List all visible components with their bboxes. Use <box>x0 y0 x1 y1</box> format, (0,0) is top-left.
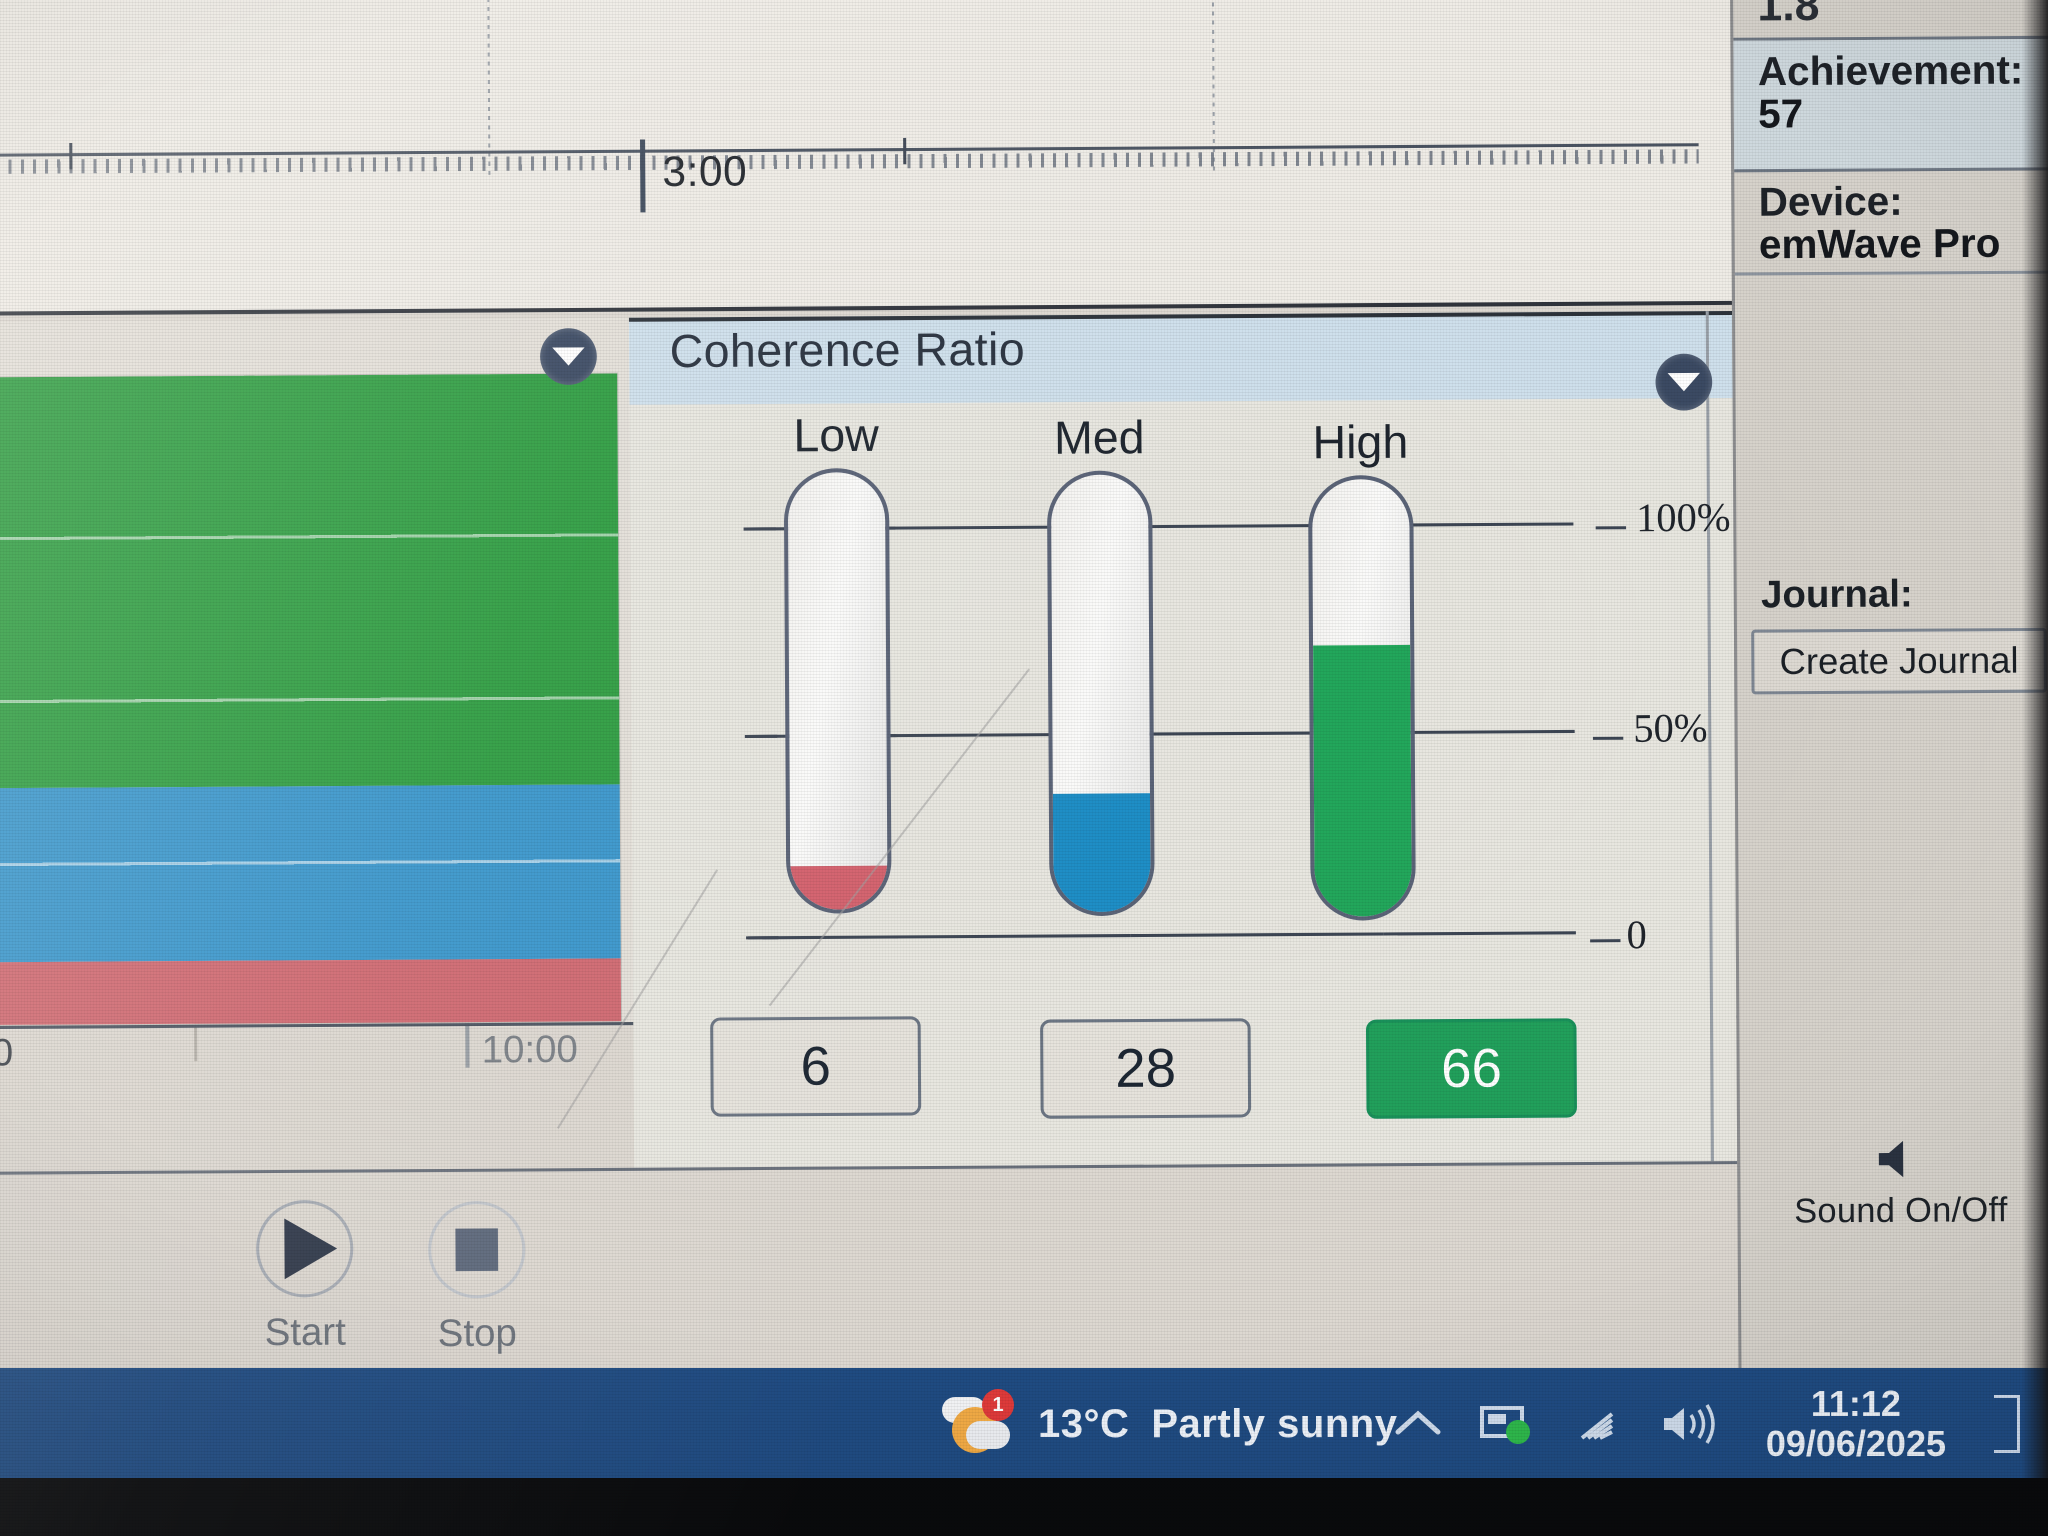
device-value: emWave Pro <box>1758 221 2001 268</box>
taskbar-clock[interactable]: 11:12 09/06/2025 <box>1765 1382 1946 1465</box>
gauge-fill-high <box>1313 645 1412 917</box>
start-button[interactable] <box>255 1199 354 1298</box>
scale-label-50: 50% <box>1633 704 1708 751</box>
scale-tick-0 <box>1590 939 1621 943</box>
timeline-cursor <box>640 139 646 213</box>
play-icon <box>284 1218 338 1280</box>
timeline-gridline <box>487 0 491 175</box>
clock-date: 09/06/2025 <box>1765 1423 1946 1464</box>
scale-tick-50 <box>1592 736 1624 740</box>
hrv-timeline-chart: 3:00 <box>0 0 1734 316</box>
accumulation-segment-high <box>0 373 620 789</box>
scale-label-100: 100% <box>1635 494 1731 541</box>
gauge-label-med: Med <box>1053 410 1145 464</box>
timeline-tick-major <box>69 143 73 170</box>
weather-condition: Partly sunny <box>1151 1401 1398 1446</box>
gauge-med: Med <box>998 409 1203 917</box>
scale-label-0: 0 <box>1626 911 1647 958</box>
weather-temperature: 13°C <box>1038 1401 1130 1446</box>
show-desktop-button[interactable] <box>1994 1395 2020 1453</box>
chevron-glyph <box>552 347 585 366</box>
windows-taskbar: 1 13°C Partly sunny <box>0 1368 2048 1480</box>
gauge-tube-high <box>1307 474 1416 921</box>
stop-button[interactable] <box>427 1200 526 1299</box>
system-tray: 11:12 09/06/2025 <box>1392 1382 2020 1465</box>
achievement-value: 57 <box>1757 91 1804 137</box>
achievement-label: Achievement: <box>1757 48 2024 95</box>
partly-sunny-icon: 1 <box>940 1389 1016 1457</box>
monitor-bezel-bottom <box>0 1478 2048 1536</box>
wifi-icon[interactable] <box>1568 1402 1624 1446</box>
sidebar-divider <box>1734 270 2048 276</box>
accumulation-segment-low <box>0 958 622 1026</box>
score-row: 1.8 <box>1733 0 2048 36</box>
gauge-fill-med <box>1052 793 1151 913</box>
accumulation-axis-tick <box>194 1026 198 1062</box>
accumulation-segment-med <box>0 784 621 963</box>
value-box-high[interactable]: 66 <box>1365 1018 1578 1119</box>
scale-tick-100 <box>1595 526 1627 530</box>
session-info-sidebar: 1.8 Achievement: 57 Device: emWave Pro J… <box>1729 0 2048 1425</box>
value-box-low[interactable]: 6 <box>710 1016 922 1117</box>
score-value: 1.8 <box>1757 0 1820 31</box>
device-block: Device: emWave Pro <box>1734 175 2048 270</box>
gauge-label-low: Low <box>793 408 879 462</box>
coherence-ratio-title: Coherence Ratio <box>669 322 1026 378</box>
display-icon[interactable] <box>1478 1402 1534 1446</box>
chevron-up-icon[interactable] <box>1392 1404 1444 1444</box>
sound-toggle[interactable]: Sound On/Off <box>1740 1134 2048 1232</box>
emwave-pro-application: 3:00 0 10:00 Coherence Ratio <box>0 0 2048 1425</box>
gauge-high: High <box>1259 414 1464 921</box>
gauge-tube-low <box>783 467 892 914</box>
gauge-fill-low <box>790 865 888 910</box>
sidebar-divider <box>1734 167 2048 173</box>
notification-badge: 1 <box>982 1389 1014 1421</box>
accumulation-axis-min-label: 0 <box>0 1031 14 1075</box>
create-journal-button[interactable]: Create Journal <box>1751 627 2048 695</box>
monitor-bezel-right <box>2022 0 2048 1536</box>
timeline-gridline <box>1211 0 1216 171</box>
taskbar-weather-widget[interactable]: 1 13°C Partly sunny <box>940 1389 1398 1457</box>
chevron-glyph <box>1667 372 1701 392</box>
accumulation-stacked-bar <box>0 373 622 1026</box>
gauge-low: Low <box>735 407 940 914</box>
achievement-block: Achievement: 57 <box>1733 38 2048 171</box>
speaker-icon <box>1878 1140 1903 1178</box>
gauge-tube-med <box>1046 470 1155 917</box>
scale-tick-0 <box>748 936 779 940</box>
clock-time: 11:12 <box>1810 1382 1901 1424</box>
chevron-down-icon-left[interactable] <box>539 328 597 386</box>
timeline-time-label: 3:00 <box>662 146 748 196</box>
value-box-med[interactable]: 28 <box>1040 1018 1252 1119</box>
stop-button-label: Stop <box>437 1312 517 1356</box>
timeline-tick-major <box>903 137 907 165</box>
stop-icon <box>455 1228 499 1272</box>
accumulation-axis-time-label: 10:00 <box>481 1028 578 1072</box>
accumulation-axis-tick <box>465 1023 470 1068</box>
device-label: Device: <box>1758 179 1903 225</box>
start-button-label: Start <box>264 1311 346 1355</box>
volume-icon[interactable] <box>1658 1401 1722 1447</box>
journal-label: Journal: <box>1760 573 1913 617</box>
chevron-down-icon-right[interactable] <box>1655 353 1713 411</box>
gauge-label-high: High <box>1312 415 1409 469</box>
sound-toggle-label: Sound On/Off <box>1794 1190 2008 1231</box>
